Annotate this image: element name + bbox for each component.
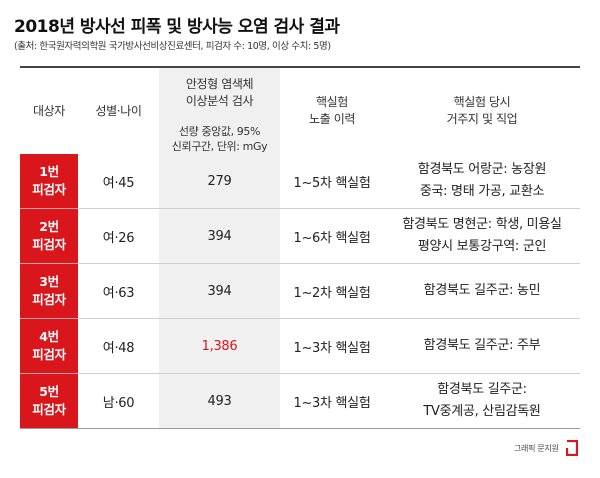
subject-id-label: 피검자 xyxy=(32,237,66,252)
row-divider xyxy=(20,318,580,319)
subject-id-label: 피검자 xyxy=(32,347,66,362)
subject-id-cell: 1번 피검자 xyxy=(20,154,78,208)
subject-id-number: 5번 xyxy=(39,384,59,399)
subject-id-label: 피검자 xyxy=(32,292,66,307)
subject-id-number: 3번 xyxy=(39,274,59,289)
sex-age-cell: 여·45 xyxy=(102,175,135,191)
header-residence-line2: 거주지 및 직업 xyxy=(446,112,518,126)
table-row: 4번 피검자 여·48 1,386 1~3차 핵실험 함경북도 길주군: 주부 xyxy=(20,319,580,373)
header-nuclear-exposure: 핵실험 노출 이력 xyxy=(280,68,384,154)
residence-cell: 함경북도 어랑군: 농장원 중국: 명태 가공, 교환소 xyxy=(384,154,580,208)
sex-age-cell: 여·48 xyxy=(102,340,135,356)
header-nuclear-line1: 핵실험 xyxy=(316,95,348,109)
header-residence-line1: 핵실험 당시 xyxy=(453,95,511,109)
header-subject: 대상자 xyxy=(33,103,65,118)
sex-age-cell: 남·60 xyxy=(102,395,135,411)
residence-line1: 함경북도 길주군: xyxy=(437,382,527,397)
residence-line2: 중국: 명태 가공, 교환소 xyxy=(419,184,545,199)
dose-cell-highlighted: 1,386 xyxy=(159,319,280,373)
residence-line1: 함경북도 길주군: 주부 xyxy=(423,338,541,353)
dose-cell: 394 xyxy=(159,264,280,318)
header-analysis-sub1: 선량 중앙값, 95% xyxy=(178,125,261,138)
source-note: (출처: 한국원자력의학원 국가방사선비상진료센터, 피검자 수: 10명, 이… xyxy=(14,41,331,52)
row-divider xyxy=(20,263,580,264)
residence-line2: 평양시 보통강구역: 군인 xyxy=(417,239,547,254)
header-analysis-line1: 안정형 염색체 xyxy=(185,77,254,91)
subject-id-number: 4번 xyxy=(39,329,59,344)
residence-line1: 함경북도 길주군: 농민 xyxy=(423,283,541,298)
graphic-credit: 그래픽 문지원 xyxy=(514,444,559,453)
residence-line1: 함경북도 명현군: 학생, 미용실 xyxy=(402,217,562,232)
header-sex-age: 성별·나이 xyxy=(95,103,142,118)
exposure-cell: 1~2차 핵실험 xyxy=(293,285,371,301)
header-analysis-line2: 이상분석 검사 xyxy=(185,94,254,108)
exposure-cell: 1~3차 핵실험 xyxy=(293,395,371,411)
row-divider xyxy=(20,373,580,374)
subject-id-label: 피검자 xyxy=(32,402,66,417)
subject-id-cell: 5번 피검자 xyxy=(20,374,78,428)
exposure-cell: 1~3차 핵실험 xyxy=(293,340,371,356)
sex-age-cell: 여·63 xyxy=(102,285,135,301)
residence-line2: TV중계공, 산림감독원 xyxy=(423,404,541,419)
residence-cell: 함경북도 길주군: TV중계공, 산림감독원 xyxy=(384,374,580,428)
residence-cell: 함경북도 길주군: 농민 xyxy=(384,264,580,318)
table-row: 1번 피검자 여·45 279 1~5차 핵실험 함경북도 어랑군: 농장원 중… xyxy=(20,154,580,208)
sex-age-cell: 여·26 xyxy=(102,230,135,246)
table-bottom-rule xyxy=(20,428,580,429)
subject-id-cell: 3번 피검자 xyxy=(20,264,78,318)
subject-id-cell: 2번 피검자 xyxy=(20,209,78,263)
row-divider xyxy=(20,208,580,209)
header-residence: 핵실험 당시 거주지 및 직업 xyxy=(384,68,580,154)
page-title: 2018년 방사선 피폭 및 방사능 오염 검사 결과 xyxy=(14,17,340,37)
exposure-cell: 1~6차 핵실험 xyxy=(293,230,371,246)
header-analysis: 안정형 염색체 이상분석 검사 선량 중앙값, 95% 신뢰구간, 단위: mG… xyxy=(159,68,280,154)
subject-id-cell: 4번 피검자 xyxy=(20,319,78,373)
residence-line1: 함경북도 어랑군: 농장원 xyxy=(417,162,547,177)
subject-id-number: 1번 xyxy=(39,164,59,179)
table-row: 3번 피검자 여·63 394 1~2차 핵실험 함경북도 길주군: 농민 xyxy=(20,264,580,318)
table-top-rule xyxy=(20,66,580,68)
exposure-cell: 1~5차 핵실험 xyxy=(293,175,371,191)
subject-id-label: 피검자 xyxy=(32,182,66,197)
subject-id-number: 2번 xyxy=(39,219,59,234)
header-nuclear-line2: 노출 이력 xyxy=(309,112,355,126)
header-analysis-sub2: 신뢰구간, 단위: mGy xyxy=(171,140,268,153)
dose-cell: 279 xyxy=(159,154,280,208)
residence-cell: 함경북도 길주군: 주부 xyxy=(384,319,580,373)
dose-cell: 493 xyxy=(159,374,280,428)
dose-cell: 394 xyxy=(159,209,280,263)
red-bracket-logo-icon xyxy=(566,440,578,456)
table-row: 2번 피검자 여·26 394 1~6차 핵실험 함경북도 명현군: 학생, 미… xyxy=(20,209,580,263)
residence-cell: 함경북도 명현군: 학생, 미용실 평양시 보통강구역: 군인 xyxy=(384,209,580,263)
table-row: 5번 피검자 남·60 493 1~3차 핵실험 함경북도 길주군: TV중계공… xyxy=(20,374,580,428)
